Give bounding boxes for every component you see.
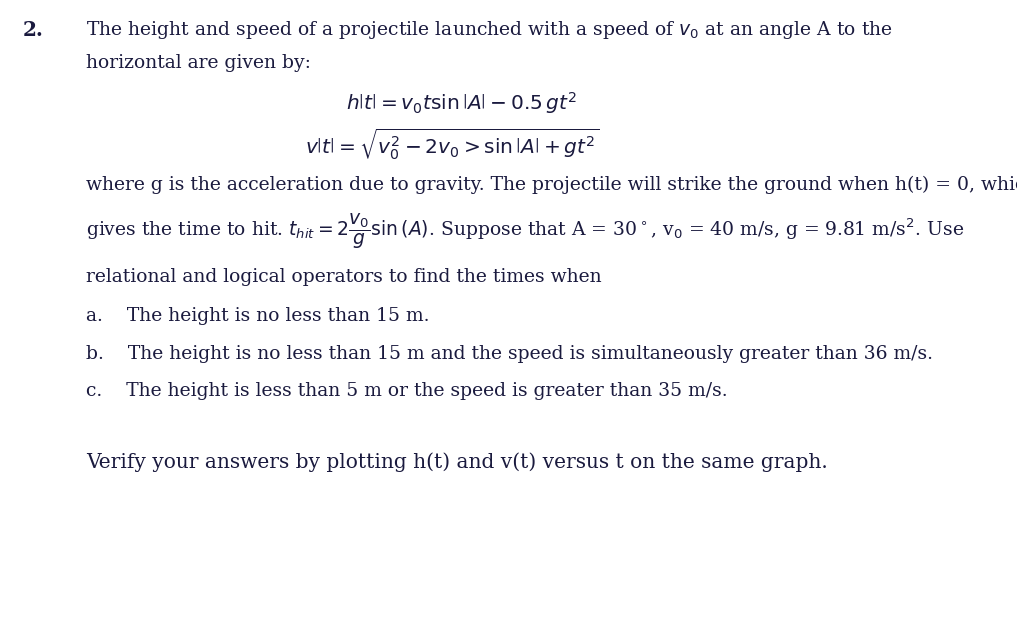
Text: gives the time to hit. $t_{hit}=2\dfrac{v_0}{g}\sin\left(A\right)$. Suppose that: gives the time to hit. $t_{hit}=2\dfrac{…: [86, 212, 964, 251]
Text: $v\left|t\right|=\sqrt{v_0^2-2v_0{>}\sin\left|A\right|+gt^2}$: $v\left|t\right|=\sqrt{v_0^2-2v_0{>}\sin…: [305, 126, 600, 162]
Text: $h\left|t\right|=v_0 t\sin\left|A\right|-0.5\,g t^2$: $h\left|t\right|=v_0 t\sin\left|A\right|…: [346, 90, 577, 116]
Text: Verify your answers by plotting h(t) and v(t) versus t on the same graph.: Verify your answers by plotting h(t) and…: [86, 452, 828, 472]
Text: where g is the acceleration due to gravity. The projectile will strike the groun: where g is the acceleration due to gravi…: [86, 175, 1017, 194]
Text: c.    The height is less than 5 m or the speed is greater than 35 m/s.: c. The height is less than 5 m or the sp…: [86, 382, 728, 400]
Text: b.    The height is no less than 15 m and the speed is simultaneously greater th: b. The height is no less than 15 m and t…: [86, 345, 934, 362]
Text: horizontal are given by:: horizontal are given by:: [86, 54, 311, 71]
Text: a.    The height is no less than 15 m.: a. The height is no less than 15 m.: [86, 307, 430, 325]
Text: The height and speed of a projectile launched with a speed of $v_0$ at an angle : The height and speed of a projectile lau…: [86, 19, 893, 41]
Text: 2.: 2.: [22, 20, 44, 40]
Text: relational and logical operators to find the times when: relational and logical operators to find…: [86, 268, 602, 285]
